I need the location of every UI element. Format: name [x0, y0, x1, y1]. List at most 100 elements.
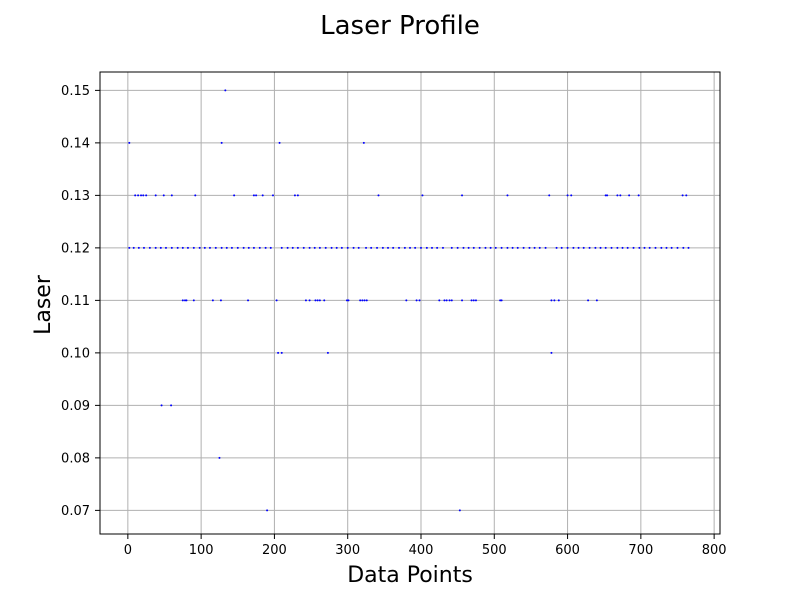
data-point — [214, 246, 217, 249]
data-point — [588, 246, 591, 249]
data-point — [128, 141, 131, 144]
data-point — [255, 194, 258, 197]
data-point — [421, 194, 424, 197]
data-point — [665, 246, 668, 249]
data-point — [398, 246, 401, 249]
data-point — [456, 246, 459, 249]
data-point — [500, 299, 503, 302]
data-point — [441, 246, 444, 249]
data-point — [361, 299, 364, 302]
data-point — [162, 194, 165, 197]
data-point — [506, 194, 509, 197]
data-point — [318, 246, 321, 249]
data-point — [160, 404, 163, 407]
data-point — [278, 141, 281, 144]
data-point — [616, 246, 619, 249]
data-point — [335, 246, 338, 249]
data-point — [566, 246, 569, 249]
x-axis-label: Data Points — [347, 563, 473, 588]
data-point — [198, 246, 201, 249]
data-point — [494, 246, 497, 249]
data-point — [293, 194, 296, 197]
data-point — [269, 246, 272, 249]
data-point — [419, 246, 422, 249]
x-tick-label: 300 — [335, 543, 360, 558]
data-point — [264, 246, 267, 249]
data-point — [472, 299, 475, 302]
data-point — [247, 246, 250, 249]
data-point — [415, 299, 418, 302]
data-point — [560, 246, 563, 249]
data-point — [445, 299, 448, 302]
data-point — [582, 246, 585, 249]
data-point — [392, 246, 395, 249]
data-point — [654, 246, 657, 249]
data-point — [418, 299, 421, 302]
data-point — [280, 246, 283, 249]
y-tick-label: 0.09 — [61, 399, 90, 414]
data-point — [142, 246, 145, 249]
data-point — [296, 246, 299, 249]
data-point — [194, 194, 197, 197]
data-point — [405, 299, 408, 302]
data-point — [499, 299, 502, 302]
data-point — [357, 246, 360, 249]
data-point — [450, 246, 453, 249]
data-point — [261, 194, 264, 197]
data-point — [170, 246, 173, 249]
data-point — [316, 299, 319, 302]
data-point — [628, 194, 631, 197]
data-point — [346, 246, 349, 249]
data-point — [247, 299, 250, 302]
data-point — [660, 246, 663, 249]
data-point — [352, 246, 355, 249]
data-point — [604, 194, 607, 197]
data-point — [362, 141, 365, 144]
data-point — [219, 299, 222, 302]
y-tick-label: 0.10 — [61, 346, 90, 361]
data-point — [461, 194, 464, 197]
data-point — [225, 246, 228, 249]
data-point — [192, 299, 195, 302]
data-point — [154, 246, 157, 249]
data-point — [308, 299, 311, 302]
data-point — [159, 246, 162, 249]
chart-title: Laser Profile — [320, 11, 480, 41]
data-point — [137, 246, 140, 249]
data-point — [643, 246, 646, 249]
data-point — [550, 351, 553, 354]
data-point — [450, 299, 453, 302]
x-tick-label: 400 — [409, 543, 434, 558]
data-point — [528, 246, 531, 249]
data-point — [365, 299, 368, 302]
data-point — [340, 246, 343, 249]
data-point — [324, 246, 327, 249]
data-point — [587, 299, 590, 302]
data-point — [326, 351, 329, 354]
data-point — [347, 299, 350, 302]
data-point — [632, 246, 635, 249]
data-point — [599, 246, 602, 249]
data-point — [555, 246, 558, 249]
data-point — [533, 246, 536, 249]
x-tick-label: 700 — [628, 543, 653, 558]
data-point — [318, 299, 321, 302]
data-point — [544, 246, 547, 249]
y-axis-label: Laser — [31, 274, 56, 335]
data-point — [359, 299, 362, 302]
data-point — [470, 299, 473, 302]
data-point — [291, 246, 294, 249]
data-point — [467, 246, 470, 249]
data-point — [594, 246, 597, 249]
data-point — [387, 246, 390, 249]
data-point — [277, 351, 280, 354]
data-point — [687, 246, 690, 249]
data-point — [181, 246, 184, 249]
data-point — [266, 509, 269, 512]
data-point — [676, 246, 679, 249]
y-tick-label: 0.15 — [61, 84, 90, 99]
data-point — [208, 246, 211, 249]
data-point — [461, 299, 464, 302]
data-point — [522, 246, 525, 249]
data-point — [484, 246, 487, 249]
